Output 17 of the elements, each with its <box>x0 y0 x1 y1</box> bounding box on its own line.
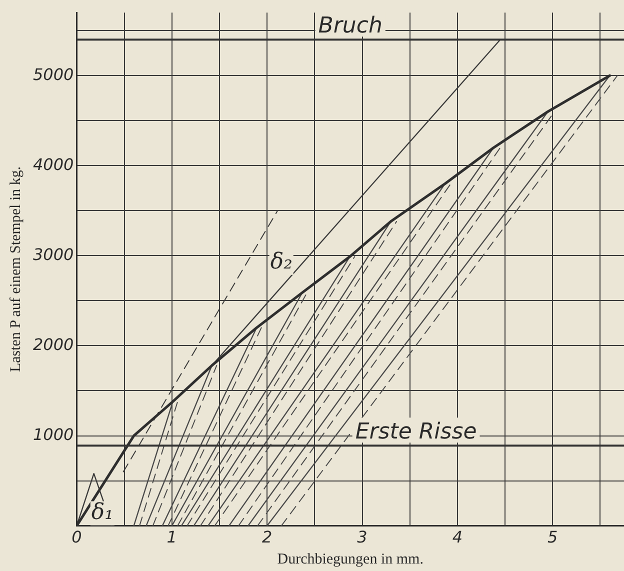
y-tick-label: 4000 <box>33 154 74 174</box>
y-tick-label: 5000 <box>33 64 74 84</box>
y-tick-label: 2000 <box>33 334 74 354</box>
x-tick-label: 3 <box>357 528 368 547</box>
x-tick-label: 1 <box>166 528 177 547</box>
x-tick-label: 0 <box>72 528 82 547</box>
ref-line-label: Erste Risse <box>355 419 477 444</box>
y-tick-label: 3000 <box>33 244 74 264</box>
y-axis-title: Lasten P auf einem Stempel in kg. <box>8 166 24 372</box>
x-tick-label: 2 <box>262 528 272 547</box>
x-tick-label: 5 <box>548 528 558 547</box>
y-tick-label: 1000 <box>33 424 74 444</box>
ref-line-label: Bruch <box>318 13 382 38</box>
annotation: δ₂ <box>270 250 292 275</box>
annotation: δ₁ <box>91 500 114 525</box>
x-tick-label: 4 <box>452 528 463 547</box>
x-axis-title: Durchbiegungen in mm. <box>277 551 424 568</box>
